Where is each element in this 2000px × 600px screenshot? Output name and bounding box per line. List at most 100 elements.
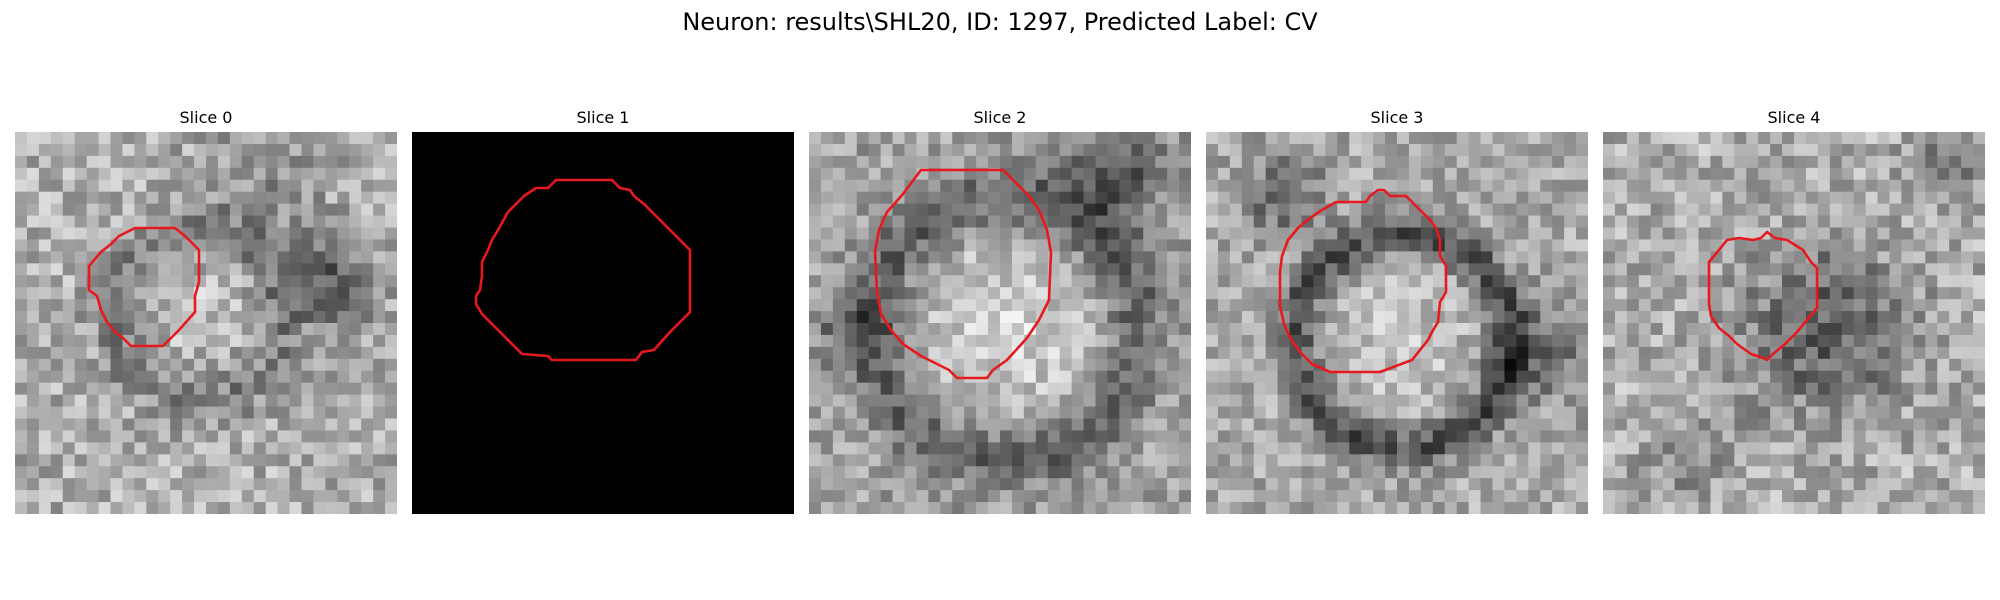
pixel-cell bbox=[1083, 442, 1097, 455]
pixel-cell bbox=[1385, 299, 1398, 312]
pixel-cell bbox=[1949, 358, 1962, 372]
pixel-cell bbox=[50, 311, 64, 324]
pixel-cell bbox=[1277, 454, 1291, 467]
pixel-cell bbox=[337, 394, 350, 408]
pixel-cell bbox=[1758, 263, 1771, 276]
pixel-cell bbox=[313, 167, 326, 181]
pixel-cell bbox=[122, 167, 135, 181]
pixel-cell bbox=[868, 406, 882, 420]
pixel-cell bbox=[1638, 418, 1652, 432]
pixel-cell bbox=[471, 179, 485, 193]
pixel-cell bbox=[1949, 406, 1962, 420]
pixel-cell bbox=[1686, 442, 1700, 455]
pixel-cell bbox=[313, 382, 326, 396]
pixel-cell bbox=[820, 263, 834, 276]
pixel-cell bbox=[1782, 179, 1795, 193]
pixel-cell bbox=[1686, 370, 1700, 384]
pixel-cell bbox=[1253, 442, 1267, 455]
pixel-cell bbox=[591, 287, 604, 300]
pixel-cell bbox=[1528, 442, 1541, 455]
pixel-cell bbox=[158, 179, 171, 193]
pixel-cell bbox=[1131, 299, 1144, 312]
pixel-cell bbox=[1552, 370, 1565, 384]
pixel-cell bbox=[662, 442, 676, 455]
pixel-cell bbox=[349, 239, 362, 252]
pixel-cell bbox=[698, 454, 712, 467]
pixel-cell bbox=[158, 323, 171, 336]
pixel-cell bbox=[1913, 239, 1926, 252]
pixel-cell bbox=[614, 191, 628, 205]
pixel-cell bbox=[277, 132, 291, 145]
pixel-cell bbox=[1480, 358, 1494, 372]
pixel-cell bbox=[122, 275, 135, 288]
pixel-cell bbox=[1095, 143, 1109, 157]
pixel-cell bbox=[1710, 287, 1723, 300]
pixel-cell bbox=[471, 239, 485, 252]
pixel-cell bbox=[698, 466, 712, 479]
pixel-cell bbox=[447, 442, 461, 455]
pixel-cell bbox=[782, 382, 794, 396]
pixel-cell bbox=[567, 132, 580, 145]
pixel-cell bbox=[1241, 454, 1255, 467]
pixel-cell bbox=[1492, 406, 1506, 420]
pixel-cell bbox=[98, 275, 112, 288]
pixel-cell bbox=[98, 215, 112, 229]
pixel-cell bbox=[1576, 466, 1588, 479]
pixel-cell bbox=[1107, 454, 1120, 467]
pixel-cell bbox=[325, 502, 338, 514]
pixel-cell bbox=[1480, 263, 1494, 276]
pixel-cell bbox=[1408, 132, 1422, 145]
pixel-cell bbox=[1373, 299, 1386, 312]
pixel-cell bbox=[38, 370, 52, 384]
pixel-cell bbox=[134, 263, 147, 276]
pixel-cell bbox=[940, 132, 953, 145]
pixel-cell bbox=[1432, 275, 1446, 288]
pixel-cell bbox=[1277, 143, 1291, 157]
pixel-cell bbox=[1889, 334, 1903, 348]
pixel-cell bbox=[289, 394, 303, 408]
pixel-cell bbox=[265, 251, 279, 264]
pixel-cell bbox=[531, 346, 544, 360]
pixel-cell bbox=[686, 299, 700, 312]
pixel-cell bbox=[459, 179, 473, 193]
pixel-cell bbox=[265, 299, 279, 312]
pixel-cell bbox=[1698, 358, 1712, 372]
pixel-cell bbox=[1265, 263, 1279, 276]
pixel-cell bbox=[289, 358, 303, 372]
pixel-cell bbox=[1119, 155, 1132, 169]
pixel-cell bbox=[698, 143, 712, 157]
pixel-cell bbox=[1973, 311, 1985, 324]
pixel-cell bbox=[758, 502, 771, 514]
pixel-cell bbox=[770, 215, 783, 229]
pixel-cell bbox=[1528, 275, 1541, 288]
pixel-cell bbox=[313, 323, 326, 336]
pixel-cell bbox=[1504, 227, 1517, 241]
pixel-cell bbox=[1337, 287, 1350, 300]
pixel-cell bbox=[26, 251, 40, 264]
pixel-cell bbox=[904, 239, 918, 252]
pixel-cell bbox=[1889, 430, 1903, 443]
pixel-cell bbox=[880, 191, 894, 205]
pixel-cell bbox=[459, 382, 473, 396]
pixel-cell bbox=[277, 418, 291, 432]
pixel-cell bbox=[1253, 299, 1267, 312]
pixel-cell bbox=[313, 334, 326, 348]
pixel-cell bbox=[1167, 311, 1180, 324]
pixel-cell bbox=[1119, 370, 1132, 384]
pixel-cell bbox=[289, 323, 303, 336]
pixel-cell bbox=[15, 263, 28, 276]
pixel-cell bbox=[1011, 215, 1025, 229]
pixel-cell bbox=[1901, 155, 1914, 169]
pixel-cell bbox=[782, 478, 794, 491]
pixel-cell bbox=[1313, 132, 1326, 145]
pixel-cell bbox=[373, 406, 386, 420]
pixel-cell bbox=[289, 406, 303, 420]
pixel-cell bbox=[265, 203, 279, 217]
pixel-cell bbox=[1877, 346, 1891, 360]
pixel-cell bbox=[349, 442, 362, 455]
pixel-cell bbox=[1047, 418, 1061, 432]
pixel-cell bbox=[1289, 406, 1303, 420]
pixel-cell bbox=[1337, 227, 1350, 241]
pixel-cell bbox=[1229, 287, 1243, 300]
pixel-cell bbox=[519, 478, 532, 491]
